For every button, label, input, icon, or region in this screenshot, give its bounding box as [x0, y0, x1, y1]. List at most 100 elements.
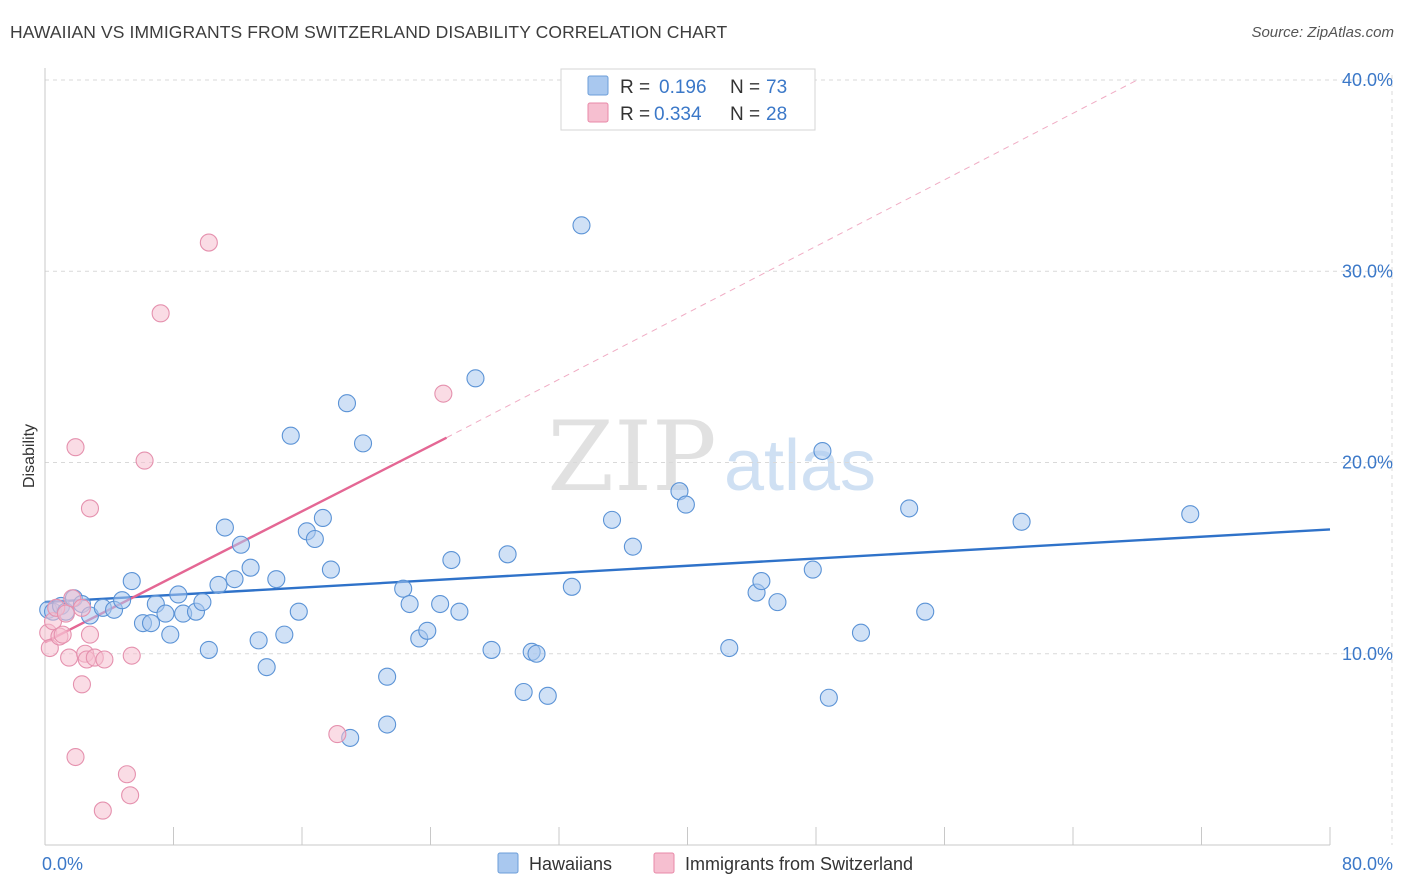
hawaiians-point	[538, 686, 557, 705]
hawaiians-point	[394, 579, 413, 598]
bottom-legend-swatch-swiss	[653, 852, 675, 874]
source-note: Source: ZipAtlas.com	[1251, 24, 1394, 41]
legend-n-label-1: N =	[730, 77, 760, 98]
bottom-legend-swatch-hawaiians	[497, 852, 519, 874]
hawaiians-point	[482, 640, 501, 659]
hawaiians-point	[1181, 505, 1200, 524]
hawaiians-point	[602, 510, 622, 529]
hawaiians-point	[225, 570, 244, 589]
hawaiians-trend-line	[44, 528, 1331, 604]
chart-title: HAWAIIAN VS IMMIGRANTS FROM SWITZERLAND …	[10, 22, 728, 42]
watermark-zip: ZIP	[547, 401, 716, 513]
swiss-point	[95, 650, 114, 669]
swiss-point	[80, 499, 100, 518]
hawaiians-point	[122, 572, 141, 591]
swiss-point	[72, 675, 91, 694]
swiss-point	[80, 625, 100, 644]
hawaiians-point	[813, 441, 832, 461]
swiss-point	[151, 304, 170, 323]
hawaiians-point	[400, 594, 419, 614]
watermark-atlas: atlas	[724, 426, 876, 506]
x-tick-label-max: 80.0%	[1342, 854, 1393, 874]
data-points	[39, 216, 1200, 820]
hawaiians-point	[916, 602, 935, 621]
trend-lines	[44, 79, 1331, 644]
y-tick-label: 30.0%	[1342, 261, 1393, 281]
hawaiians-point	[289, 602, 308, 621]
hawaiians-point	[241, 558, 260, 577]
hawaiians-point	[199, 640, 218, 659]
hawaiians-point	[215, 518, 234, 537]
hawaiians-point	[378, 667, 397, 686]
legend-n-value-1: 73	[766, 77, 787, 98]
legend-r-label-2: R =	[620, 104, 650, 125]
hawaiians-point	[768, 593, 787, 612]
hawaiians-point	[562, 577, 581, 596]
legend-swatch-hawaiians	[587, 75, 609, 96]
legend-r-label-1: R =	[620, 77, 650, 98]
hawaiians-point	[156, 604, 175, 623]
hawaiians-point	[676, 495, 695, 514]
swiss-point	[93, 801, 112, 820]
hawaiians-point	[337, 394, 357, 413]
legend-r-value-1: 0.196	[659, 77, 707, 98]
hawaiians-point	[1012, 512, 1031, 531]
swiss-point	[434, 384, 453, 403]
series-legend: Hawaiians Immigrants from Switzerland	[497, 852, 913, 874]
swiss-point	[199, 233, 218, 252]
hawaiians-point	[498, 545, 517, 564]
hawaiians-point	[752, 572, 771, 591]
swiss-trend-extension	[446, 79, 1138, 439]
hawaiians-point	[231, 535, 251, 554]
hawaiians-point	[819, 688, 838, 707]
hawaiians-point	[851, 623, 871, 642]
hawaiians-point	[900, 499, 919, 518]
legend-n-label-2: N =	[730, 104, 760, 125]
hawaiians-point	[623, 537, 642, 556]
swiss-point	[72, 598, 91, 617]
swiss-point	[53, 625, 72, 644]
swiss-point	[60, 648, 79, 667]
bottom-legend-swiss: Immigrants from Switzerland	[685, 854, 913, 874]
legend-swatch-swiss	[587, 102, 609, 123]
bottom-legend-hawaiians: Hawaiians	[529, 854, 612, 874]
hawaiians-point	[321, 560, 340, 579]
hawaiians-point	[466, 369, 485, 388]
legend-n-value-2: 28	[766, 104, 787, 125]
hawaiians-point	[442, 550, 461, 570]
y-tick-label: 20.0%	[1342, 453, 1393, 473]
hawaiians-point	[803, 560, 822, 579]
hawaiians-point	[305, 529, 324, 549]
hawaiians-point	[257, 658, 276, 677]
swiss-point	[66, 747, 85, 767]
hawaiians-point	[572, 216, 591, 235]
swiss-point	[135, 451, 154, 470]
tick-labels: 10.0% 20.0% 30.0% 40.0% 0.0% 80.0%	[42, 70, 1393, 874]
x-tick-label-min: 0.0%	[42, 854, 83, 874]
hawaiians-point	[720, 638, 739, 658]
hawaiians-point	[113, 591, 132, 610]
hawaiians-point	[141, 614, 161, 633]
stats-legend: R = 0.196 N = 73 R = 0.334 N = 28	[560, 68, 816, 131]
hawaiians-point	[313, 508, 332, 528]
hawaiians-point	[193, 593, 212, 612]
swiss-point	[117, 765, 136, 784]
swiss-point	[122, 646, 141, 665]
hawaiians-point	[450, 602, 469, 621]
hawaiians-point	[275, 625, 294, 644]
swiss-point	[56, 604, 75, 623]
y-axis-label: Disability	[21, 424, 38, 488]
hawaiians-point	[514, 682, 533, 702]
hawaiians-point	[418, 621, 437, 640]
y-tick-label: 40.0%	[1342, 70, 1393, 90]
hawaiians-point	[353, 434, 373, 453]
hawaiians-point	[249, 631, 268, 650]
swiss-point	[328, 725, 347, 744]
grid-lines	[45, 75, 1393, 845]
watermark: ZIP atlas	[547, 401, 876, 513]
hawaiians-point	[527, 644, 546, 663]
swiss-point	[121, 786, 140, 805]
axes	[44, 68, 1331, 846]
hawaiians-point	[378, 715, 397, 734]
